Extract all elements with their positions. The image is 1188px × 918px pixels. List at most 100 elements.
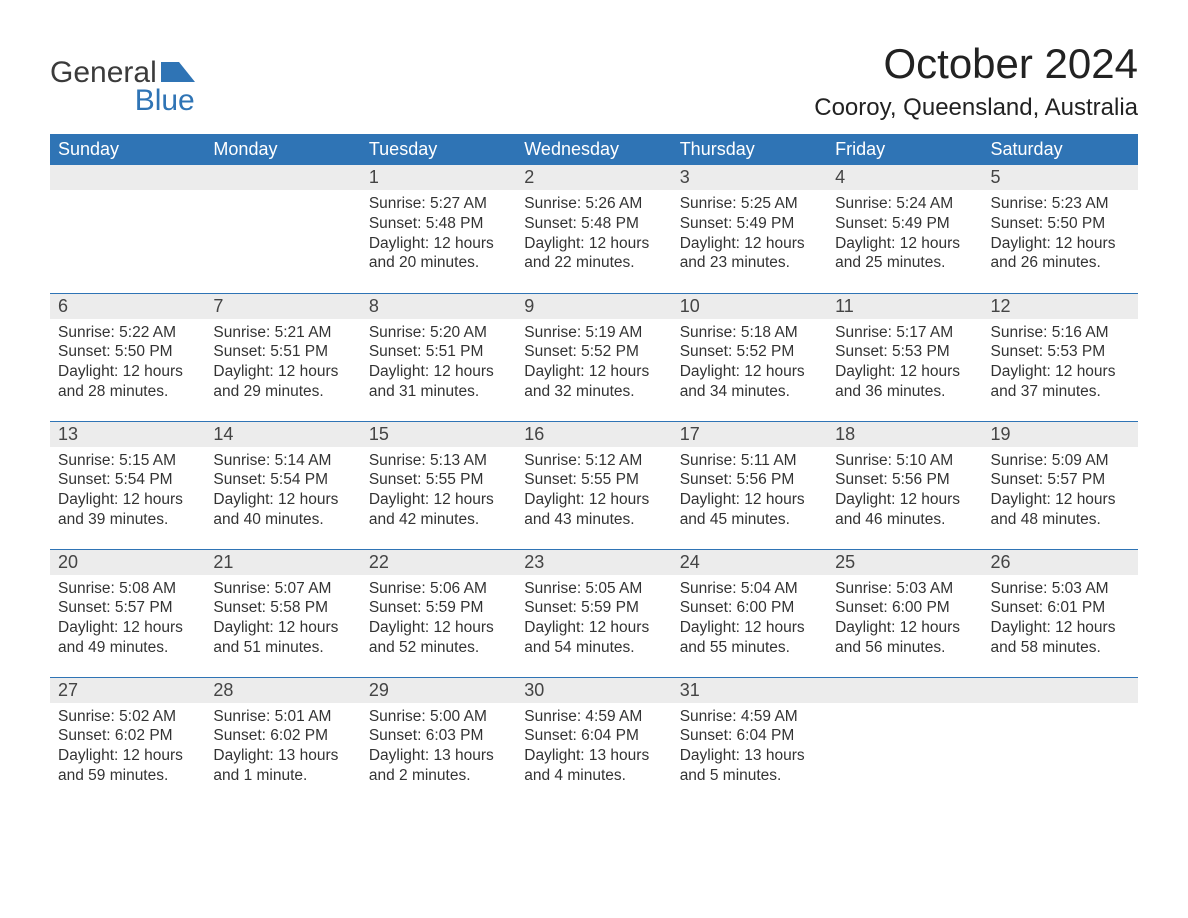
- day-line-sr: Sunrise: 4:59 AM: [680, 707, 819, 727]
- day-line-sr: Sunrise: 5:03 AM: [991, 579, 1130, 599]
- day-line-d1: Daylight: 12 hours: [58, 618, 197, 638]
- day-number: 22: [361, 550, 516, 575]
- day-line-d1: Daylight: 12 hours: [680, 490, 819, 510]
- logo-word2: Blue: [50, 86, 195, 116]
- day-line-ss: Sunset: 5:59 PM: [369, 598, 508, 618]
- calendar-week-row: 6Sunrise: 5:22 AMSunset: 5:50 PMDaylight…: [50, 293, 1138, 421]
- day-line-d2: and 45 minutes.: [680, 510, 819, 530]
- day-line-d1: Daylight: 12 hours: [524, 490, 663, 510]
- day-line-ss: Sunset: 5:52 PM: [680, 342, 819, 362]
- day-line-d2: and 1 minute.: [213, 766, 352, 786]
- day-line-ss: Sunset: 5:59 PM: [524, 598, 663, 618]
- month-title: October 2024: [814, 40, 1138, 88]
- day-line-ss: Sunset: 5:56 PM: [835, 470, 974, 490]
- calendar-cell: 1Sunrise: 5:27 AMSunset: 5:48 PMDaylight…: [361, 165, 516, 293]
- calendar-cell: 31Sunrise: 4:59 AMSunset: 6:04 PMDayligh…: [672, 677, 827, 805]
- day-number: 11: [827, 294, 982, 319]
- calendar-cell: 13Sunrise: 5:15 AMSunset: 5:54 PMDayligh…: [50, 421, 205, 549]
- day-line-d2: and 31 minutes.: [369, 382, 508, 402]
- day-details: Sunrise: 5:07 AMSunset: 5:58 PMDaylight:…: [205, 575, 360, 666]
- day-line-sr: Sunrise: 5:20 AM: [369, 323, 508, 343]
- day-line-d2: and 22 minutes.: [524, 253, 663, 273]
- day-details: Sunrise: 5:01 AMSunset: 6:02 PMDaylight:…: [205, 703, 360, 794]
- day-number: 15: [361, 422, 516, 447]
- day-header: Tuesday: [361, 134, 516, 165]
- day-line-sr: Sunrise: 5:11 AM: [680, 451, 819, 471]
- day-line-d1: Daylight: 12 hours: [835, 362, 974, 382]
- day-number: 14: [205, 422, 360, 447]
- day-details: Sunrise: 5:18 AMSunset: 5:52 PMDaylight:…: [672, 319, 827, 410]
- calendar-cell: 18Sunrise: 5:10 AMSunset: 5:56 PMDayligh…: [827, 421, 982, 549]
- calendar-week-row: 20Sunrise: 5:08 AMSunset: 5:57 PMDayligh…: [50, 549, 1138, 677]
- day-number: 27: [50, 678, 205, 703]
- day-line-d1: Daylight: 13 hours: [680, 746, 819, 766]
- day-line-ss: Sunset: 6:03 PM: [369, 726, 508, 746]
- day-line-sr: Sunrise: 5:14 AM: [213, 451, 352, 471]
- day-line-ss: Sunset: 5:57 PM: [991, 470, 1130, 490]
- day-details: Sunrise: 5:12 AMSunset: 5:55 PMDaylight:…: [516, 447, 671, 538]
- day-number: 16: [516, 422, 671, 447]
- day-number: 30: [516, 678, 671, 703]
- day-details: Sunrise: 5:04 AMSunset: 6:00 PMDaylight:…: [672, 575, 827, 666]
- day-line-d1: Daylight: 12 hours: [991, 490, 1130, 510]
- day-number: 13: [50, 422, 205, 447]
- day-line-sr: Sunrise: 5:00 AM: [369, 707, 508, 727]
- calendar-cell: [827, 677, 982, 805]
- day-details: Sunrise: 5:17 AMSunset: 5:53 PMDaylight:…: [827, 319, 982, 410]
- day-number: 2: [516, 165, 671, 190]
- day-details: Sunrise: 5:09 AMSunset: 5:57 PMDaylight:…: [983, 447, 1138, 538]
- day-line-d1: Daylight: 12 hours: [680, 234, 819, 254]
- calendar-cell: 5Sunrise: 5:23 AMSunset: 5:50 PMDaylight…: [983, 165, 1138, 293]
- day-header: Sunday: [50, 134, 205, 165]
- day-line-d2: and 55 minutes.: [680, 638, 819, 658]
- calendar-cell: 4Sunrise: 5:24 AMSunset: 5:49 PMDaylight…: [827, 165, 982, 293]
- day-line-d2: and 2 minutes.: [369, 766, 508, 786]
- day-number: 23: [516, 550, 671, 575]
- day-details: Sunrise: 5:06 AMSunset: 5:59 PMDaylight:…: [361, 575, 516, 666]
- day-line-d2: and 23 minutes.: [680, 253, 819, 273]
- day-line-d1: Daylight: 12 hours: [835, 234, 974, 254]
- day-header-row: Sunday Monday Tuesday Wednesday Thursday…: [50, 134, 1138, 165]
- calendar-cell: 6Sunrise: 5:22 AMSunset: 5:50 PMDaylight…: [50, 293, 205, 421]
- day-line-d2: and 58 minutes.: [991, 638, 1130, 658]
- day-line-ss: Sunset: 6:02 PM: [213, 726, 352, 746]
- calendar-cell: 22Sunrise: 5:06 AMSunset: 5:59 PMDayligh…: [361, 549, 516, 677]
- logo: General Blue: [50, 58, 195, 116]
- day-line-sr: Sunrise: 5:17 AM: [835, 323, 974, 343]
- calendar-cell: 17Sunrise: 5:11 AMSunset: 5:56 PMDayligh…: [672, 421, 827, 549]
- day-line-d2: and 59 minutes.: [58, 766, 197, 786]
- day-line-ss: Sunset: 5:48 PM: [524, 214, 663, 234]
- day-line-ss: Sunset: 6:00 PM: [680, 598, 819, 618]
- day-details: Sunrise: 5:25 AMSunset: 5:49 PMDaylight:…: [672, 190, 827, 281]
- day-number: 19: [983, 422, 1138, 447]
- day-line-d1: Daylight: 12 hours: [369, 490, 508, 510]
- day-number: 26: [983, 550, 1138, 575]
- day-line-ss: Sunset: 5:48 PM: [369, 214, 508, 234]
- day-number: 25: [827, 550, 982, 575]
- day-line-d1: Daylight: 12 hours: [680, 362, 819, 382]
- day-details: Sunrise: 5:21 AMSunset: 5:51 PMDaylight:…: [205, 319, 360, 410]
- day-line-d1: Daylight: 12 hours: [58, 362, 197, 382]
- day-line-sr: Sunrise: 5:24 AM: [835, 194, 974, 214]
- day-line-sr: Sunrise: 5:16 AM: [991, 323, 1130, 343]
- day-line-d2: and 26 minutes.: [991, 253, 1130, 273]
- day-line-sr: Sunrise: 5:09 AM: [991, 451, 1130, 471]
- calendar-cell: [983, 677, 1138, 805]
- day-line-ss: Sunset: 5:52 PM: [524, 342, 663, 362]
- day-line-d1: Daylight: 13 hours: [213, 746, 352, 766]
- day-line-d2: and 54 minutes.: [524, 638, 663, 658]
- day-details: Sunrise: 5:22 AMSunset: 5:50 PMDaylight:…: [50, 319, 205, 410]
- day-line-d2: and 28 minutes.: [58, 382, 197, 402]
- day-line-sr: Sunrise: 5:06 AM: [369, 579, 508, 599]
- day-line-d2: and 49 minutes.: [58, 638, 197, 658]
- day-details: Sunrise: 5:24 AMSunset: 5:49 PMDaylight:…: [827, 190, 982, 281]
- calendar-cell: 23Sunrise: 5:05 AMSunset: 5:59 PMDayligh…: [516, 549, 671, 677]
- calendar-cell: 16Sunrise: 5:12 AMSunset: 5:55 PMDayligh…: [516, 421, 671, 549]
- day-line-sr: Sunrise: 5:21 AM: [213, 323, 352, 343]
- location: Cooroy, Queensland, Australia: [814, 94, 1138, 122]
- day-line-ss: Sunset: 5:51 PM: [213, 342, 352, 362]
- day-line-d1: Daylight: 12 hours: [991, 618, 1130, 638]
- day-line-d2: and 34 minutes.: [680, 382, 819, 402]
- calendar-cell: 24Sunrise: 5:04 AMSunset: 6:00 PMDayligh…: [672, 549, 827, 677]
- day-line-d1: Daylight: 12 hours: [213, 362, 352, 382]
